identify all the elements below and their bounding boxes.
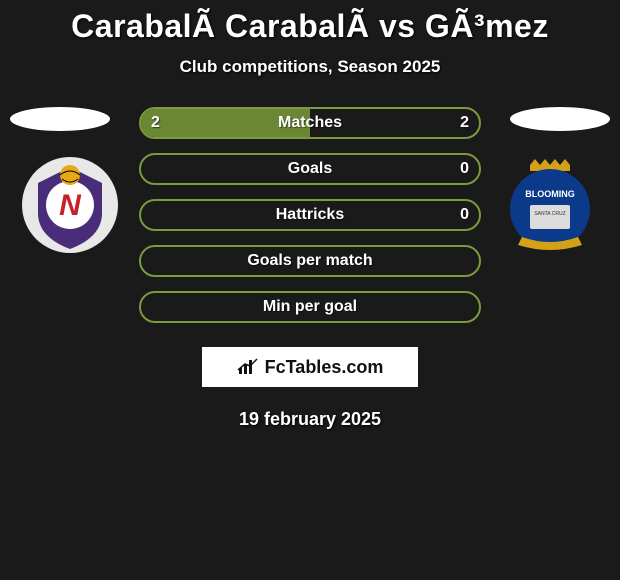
stat-label: Goals per match [247, 252, 372, 270]
stat-row: 2 2 Matches [139, 107, 481, 139]
brand-label: FcTables.com [265, 357, 384, 378]
club-badge-left: N [20, 155, 120, 255]
svg-text:SANTA CRUZ: SANTA CRUZ [534, 211, 565, 217]
comparison-area: N BLOOMING SANTA CRUZ 2 2 Matches 0 Goals 0 Ha… [0, 107, 620, 323]
stat-label: Matches [278, 114, 342, 132]
stat-row: 0 Hattricks [139, 199, 481, 231]
svg-text:N: N [59, 189, 82, 222]
stat-label: Min per goal [263, 298, 357, 316]
brand-badge[interactable]: FcTables.com [202, 347, 418, 387]
stat-label: Hattricks [276, 206, 344, 224]
svg-text:BLOOMING: BLOOMING [525, 189, 575, 199]
page-subtitle: Club competitions, Season 2025 [0, 57, 620, 77]
stat-row: 0 Goals [139, 153, 481, 185]
page-title: CarabalÃ CarabalÃ vs GÃ³mez [0, 0, 620, 45]
player-right-halo [510, 107, 610, 131]
stat-rows: 2 2 Matches 0 Goals 0 Hattricks Goals per match… [139, 107, 481, 323]
player-left-halo [10, 107, 110, 131]
stat-row: Goals per match [139, 245, 481, 277]
stat-value-right: 0 [460, 206, 469, 224]
stat-value-right: 2 [460, 114, 469, 132]
stat-row: Min per goal [139, 291, 481, 323]
stat-label: Goals [288, 160, 332, 178]
chart-icon [237, 358, 259, 376]
update-date: 19 february 2025 [0, 409, 620, 430]
club-badge-right: BLOOMING SANTA CRUZ [500, 155, 600, 255]
stat-value-left: 2 [151, 114, 160, 132]
stat-value-right: 0 [460, 160, 469, 178]
